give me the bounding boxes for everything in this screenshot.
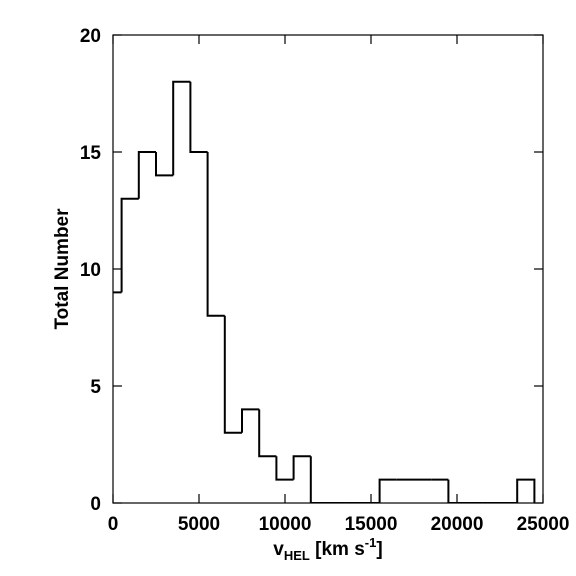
histogram-step (378, 478, 397, 503)
histogram-step (275, 456, 294, 481)
y-tick-label: 15 (80, 143, 102, 164)
histogram-step (292, 455, 311, 480)
plot-frame (112, 34, 544, 504)
histogram-step (155, 152, 174, 177)
histogram-step (172, 80, 191, 176)
y-tick-label: 0 (90, 494, 101, 515)
x-tick-label: 15000 (345, 514, 398, 535)
x-tick-label: 0 (108, 514, 119, 535)
histogram-step (137, 151, 156, 199)
y-tick-label: 20 (80, 26, 101, 47)
x-label-rest: [km s (310, 539, 365, 560)
x-tick-label: 25000 (517, 514, 570, 535)
histogram-step (223, 315, 242, 434)
x-axis-label: vHEL [km s-1] (273, 535, 382, 563)
y-tick-label: 5 (90, 377, 101, 398)
histogram-step (189, 81, 208, 153)
x-tick-label: 5000 (178, 514, 220, 535)
y-tick-label: 10 (80, 260, 101, 281)
histogram-step (206, 152, 225, 317)
x-label-sup: -1 (365, 535, 377, 550)
histogram-step (516, 478, 536, 503)
x-label-main: v (273, 539, 284, 560)
x-tick-label: 20000 (431, 514, 484, 535)
histogram-step (309, 456, 328, 503)
x-label-sub: HEL (284, 548, 310, 563)
histogram-step (120, 197, 139, 293)
histogram-step (241, 408, 260, 433)
x-tick-label: 10000 (259, 514, 312, 535)
histogram-step (258, 409, 277, 458)
histogram (113, 80, 536, 503)
histogram-step (447, 479, 466, 503)
x-label-end: ] (376, 539, 382, 560)
y-axis-label: Total Number (52, 208, 73, 330)
histogram-step (113, 291, 122, 294)
